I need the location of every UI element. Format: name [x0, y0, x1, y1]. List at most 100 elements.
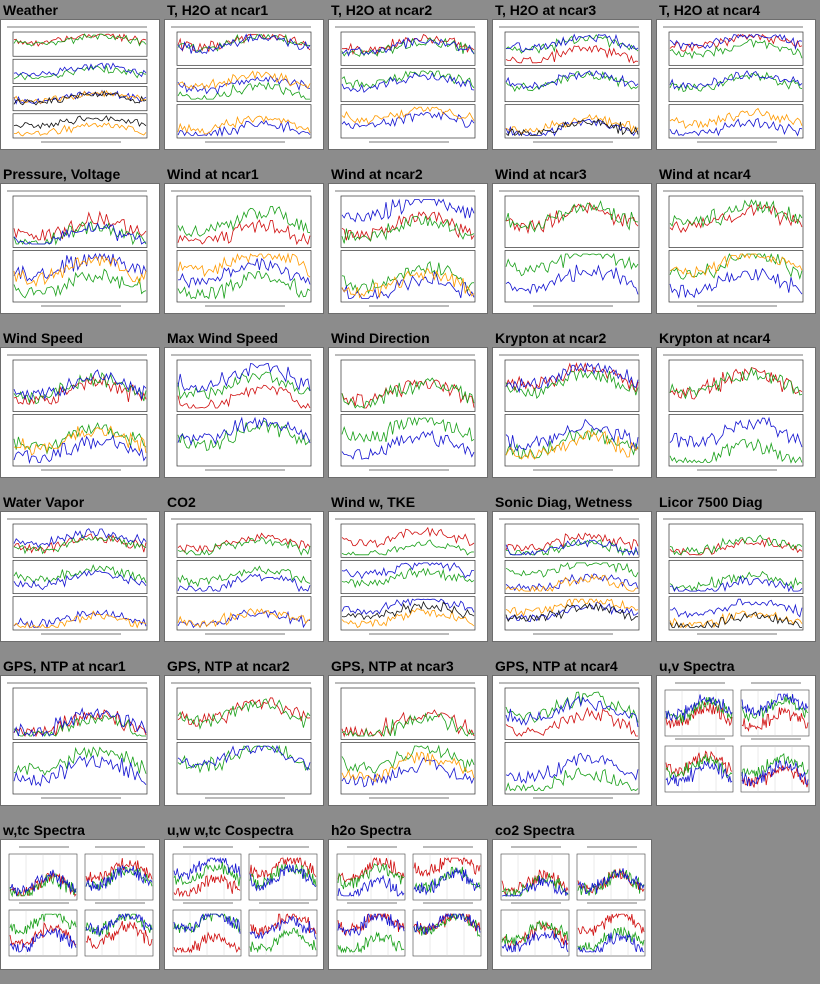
plot-thumbnail-link[interactable] [656, 347, 816, 478]
spectrum-trace [249, 856, 317, 879]
plot-image [336, 846, 482, 957]
plot-panel [668, 523, 804, 558]
data-trace [177, 744, 311, 771]
plot-thumbnail-link[interactable] [492, 839, 652, 970]
plot-footer [205, 633, 285, 635]
plot-thumbnail-link[interactable] [0, 183, 160, 314]
plot-footer [533, 797, 613, 799]
plot-thumbnail-link[interactable] [492, 511, 652, 642]
plot-panel [12, 414, 148, 467]
plot-header [663, 354, 803, 356]
spectrum-trace [249, 915, 317, 940]
plot-header [7, 26, 147, 28]
data-trace [669, 267, 803, 299]
spectrum-title [95, 902, 145, 904]
plot-thumbnail-link[interactable] [164, 839, 324, 970]
plot-thumbnail-link[interactable] [328, 839, 488, 970]
data-trace [177, 271, 311, 300]
data-trace [177, 371, 311, 400]
plot-title: Wind at ncar2 [331, 166, 423, 182]
plot-image [171, 190, 312, 307]
plot-header [499, 26, 639, 28]
plot-header [171, 26, 311, 28]
plot-thumbnail-link[interactable] [0, 511, 160, 642]
data-trace [505, 369, 639, 399]
data-trace [505, 45, 639, 64]
plot-thumbnail-link[interactable] [164, 675, 324, 806]
plot-thumbnail-link[interactable] [164, 347, 324, 478]
plot-image [335, 190, 476, 307]
plot-title: Krypton at ncar2 [495, 330, 607, 346]
plot-card: Wind at ncar4 [656, 164, 816, 314]
plot-header [335, 354, 475, 356]
plot-thumbnail-link[interactable] [656, 511, 816, 642]
plot-image [663, 354, 804, 471]
plot-card: Wind at ncar3 [492, 164, 652, 314]
data-trace [341, 215, 475, 244]
plot-thumbnail-link[interactable] [492, 183, 652, 314]
data-trace [13, 755, 147, 787]
plot-image [7, 26, 148, 143]
data-trace [669, 570, 803, 592]
plot-thumbnail-link[interactable] [328, 183, 488, 314]
plot-thumbnail-link[interactable] [328, 19, 488, 150]
data-trace [13, 62, 147, 78]
plot-thumbnail-link[interactable] [0, 347, 160, 478]
data-trace [669, 33, 803, 53]
data-trace [13, 371, 147, 405]
plot-thumbnail-link[interactable] [0, 839, 160, 970]
plot-panel [176, 523, 312, 558]
plot-thumbnail-link[interactable] [164, 511, 324, 642]
plot-card: Wind at ncar2 [328, 164, 488, 314]
plot-title: Sonic Diag, Wetness [495, 494, 633, 510]
plot-panel [176, 359, 312, 412]
data-trace [177, 33, 311, 54]
data-trace [505, 767, 639, 792]
data-trace [505, 538, 639, 556]
plot-thumbnail-link[interactable] [656, 19, 816, 150]
plot-title: T, H2O at ncar3 [495, 2, 597, 18]
plot-thumbnail-link[interactable] [0, 675, 160, 806]
plot-thumbnail-link[interactable] [0, 19, 160, 150]
plot-thumbnail-link[interactable] [492, 19, 652, 150]
plot-panel [504, 250, 640, 303]
plot-header [663, 518, 803, 520]
data-trace [341, 377, 475, 409]
plot-image [171, 26, 312, 143]
plot-panel [340, 742, 476, 795]
data-trace [13, 210, 147, 241]
plot-thumbnail-link[interactable] [656, 183, 816, 314]
spectrum-trace [9, 869, 77, 896]
plot-image [7, 682, 148, 799]
data-trace [177, 608, 311, 629]
spectrum-trace [9, 873, 77, 898]
plot-image [335, 26, 476, 143]
spectrum-trace [413, 912, 481, 935]
spectrum-trace [337, 912, 405, 937]
data-trace [13, 534, 147, 555]
data-trace [505, 362, 639, 394]
plot-title: co2 Spectra [495, 822, 575, 838]
plot-image [335, 682, 476, 799]
spectrum-trace [501, 930, 569, 953]
spectrum-trace [413, 913, 481, 937]
data-trace [669, 610, 803, 629]
plot-thumbnail-link[interactable] [164, 183, 324, 314]
data-trace [505, 70, 639, 93]
plot-thumbnail-link[interactable] [656, 675, 816, 806]
spectrum-trace [85, 920, 153, 949]
data-trace [177, 252, 311, 278]
plot-thumbnail-link[interactable] [164, 19, 324, 150]
plot-thumbnail-link[interactable] [492, 675, 652, 806]
plot-image [499, 190, 640, 307]
data-trace [505, 573, 639, 592]
data-trace [341, 600, 475, 621]
plot-thumbnail-link[interactable] [328, 511, 488, 642]
plot-thumbnail-link[interactable] [328, 347, 488, 478]
plot-footer [697, 633, 777, 635]
plot-thumbnail-link[interactable] [328, 675, 488, 806]
plot-title: Wind Speed [3, 330, 83, 346]
spectrum-trace [665, 694, 733, 722]
plot-thumbnail-link[interactable] [492, 347, 652, 478]
plot-image [499, 682, 640, 799]
